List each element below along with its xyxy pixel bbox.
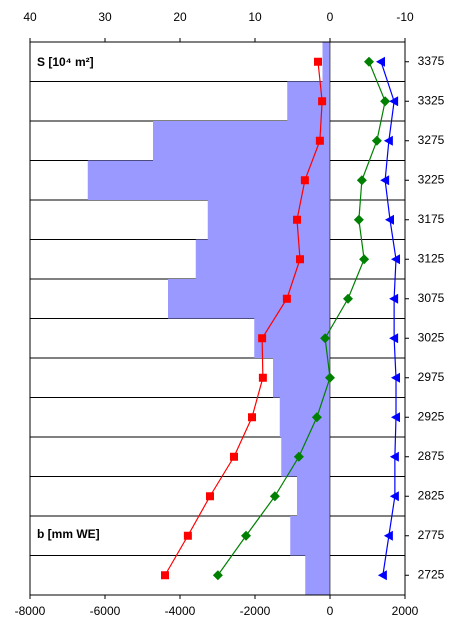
bottom-tick-label: 2000 <box>392 604 419 618</box>
plot-frame <box>29 41 406 596</box>
diamond-marker <box>371 135 382 146</box>
y-tick-label: 2775 <box>418 528 445 542</box>
triangle-marker <box>385 214 394 225</box>
square-marker <box>293 215 301 224</box>
diamond-marker <box>380 96 391 107</box>
square-marker <box>161 571 169 580</box>
y-tick-label: 3325 <box>418 93 445 107</box>
bottom-tick-label: -8000 <box>15 604 46 618</box>
area-bar <box>195 239 330 279</box>
y-tick-label: 2875 <box>418 449 445 463</box>
square-marker <box>258 373 267 382</box>
diamond-marker <box>364 56 374 67</box>
y-tick-label: 3275 <box>418 133 445 147</box>
diamond-marker <box>325 372 335 383</box>
diamond-marker <box>320 333 331 344</box>
area-bar <box>305 555 330 595</box>
diamond-marker <box>269 491 280 502</box>
area-bar <box>254 318 330 358</box>
area-bar <box>322 42 330 82</box>
area-bar <box>290 516 330 556</box>
triangle-marker <box>380 175 390 186</box>
balance-axis-label: b [mm WE] <box>37 527 100 541</box>
top-tick-label: -10 <box>396 10 414 24</box>
y-tick-label: 2925 <box>418 409 445 423</box>
bottom-tick-label: -6000 <box>90 604 121 618</box>
y-tick-label: 3175 <box>418 212 445 226</box>
top-tick-label: 40 <box>23 10 37 24</box>
triangle-marker <box>391 254 400 265</box>
area-bar <box>87 160 330 200</box>
area-bar <box>207 200 330 240</box>
area-axis-label: S [10⁴ m²] <box>37 55 94 69</box>
top-tick-label: 0 <box>327 10 334 24</box>
y-tick-label: 3025 <box>418 330 445 344</box>
square-marker <box>314 57 322 66</box>
y-tick-label: 3075 <box>418 291 445 305</box>
diamond-marker <box>241 530 251 541</box>
area-bar <box>168 279 330 319</box>
diamond-marker <box>343 293 353 304</box>
y-tick-label: 3125 <box>418 251 445 265</box>
y-tick-label: 3225 <box>418 172 445 186</box>
triangle-marker <box>391 372 400 383</box>
area-bar <box>281 437 330 477</box>
y-tick-label: 2825 <box>418 488 445 502</box>
triangle-marker <box>389 491 399 502</box>
top-tick-label: 30 <box>98 10 112 24</box>
diamond-marker <box>311 412 322 423</box>
area-bar <box>279 397 330 437</box>
bottom-tick-label: -2000 <box>240 604 271 618</box>
diamond-marker <box>356 175 367 186</box>
balance-line <box>217 61 386 576</box>
bottom-tick-label: 0 <box>327 604 334 618</box>
area-bar <box>297 476 330 516</box>
y-tick-label: 2725 <box>418 567 445 581</box>
triangle-marker <box>383 530 393 541</box>
area-bar <box>153 121 330 161</box>
square-marker <box>318 97 327 106</box>
top-tick-label: 10 <box>248 10 262 24</box>
triangle-marker <box>389 451 399 462</box>
triangle-marker <box>391 412 400 423</box>
area-bar <box>273 358 330 398</box>
square-marker <box>300 176 309 185</box>
square-marker <box>206 492 214 501</box>
square-marker <box>248 413 256 422</box>
square-marker <box>282 294 291 303</box>
triangle-marker <box>389 293 399 304</box>
y-tick-label: 2975 <box>418 370 445 384</box>
y-tick-label: 3375 <box>418 54 445 68</box>
square-marker <box>183 531 192 540</box>
triangle-marker <box>377 570 387 581</box>
triangle-marker <box>389 333 399 344</box>
triangle-marker <box>383 135 393 146</box>
top-tick-label: 20 <box>173 10 187 24</box>
bottom-tick-label: -4000 <box>165 604 196 618</box>
diamond-marker <box>293 451 304 462</box>
diamond-marker <box>212 570 223 581</box>
diamond-marker <box>359 254 370 265</box>
diamond-marker <box>353 214 364 225</box>
square-marker <box>315 136 324 145</box>
square-marker <box>230 452 238 461</box>
balance-line <box>380 61 397 576</box>
square-marker <box>258 334 267 343</box>
balance-line <box>164 61 323 576</box>
triangle-marker <box>389 96 399 107</box>
triangle-marker <box>376 56 385 67</box>
square-marker <box>296 255 304 264</box>
